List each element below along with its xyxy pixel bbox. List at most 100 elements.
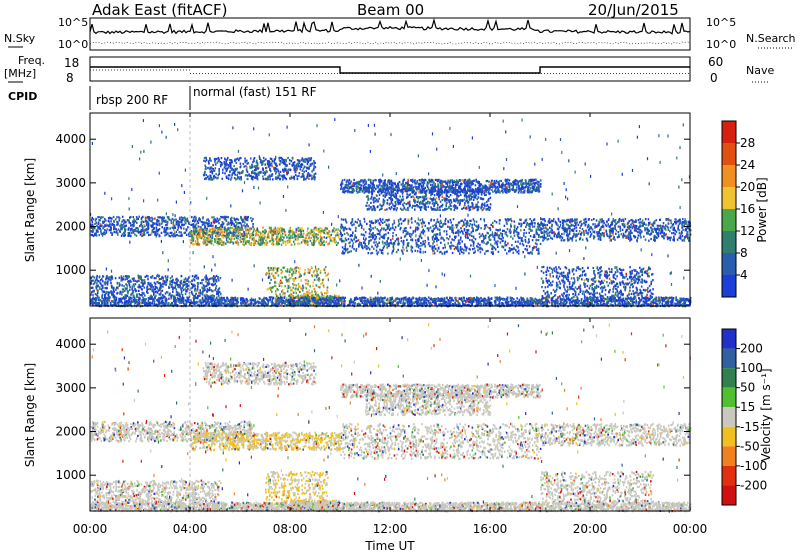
heatmap-cell	[203, 156, 206, 160]
heatmap-cell	[461, 247, 463, 250]
heatmap-cell	[476, 191, 478, 194]
heatmap-cell	[149, 285, 152, 288]
heatmap-cell	[243, 231, 245, 234]
heatmap-cell	[435, 236, 438, 239]
heatmap-cell	[301, 163, 303, 166]
heatmap-cell	[388, 228, 391, 231]
heatmap-cell	[132, 278, 135, 281]
heatmap-cell	[373, 205, 375, 208]
heatmap-cell	[125, 275, 127, 278]
heatmap-cell	[326, 235, 329, 238]
heatmap-cell	[236, 157, 239, 160]
heatmap-cell	[288, 159, 291, 162]
heatmap-cell	[285, 158, 287, 161]
heatmap-cell	[449, 235, 451, 238]
heatmap-cell	[450, 199, 452, 202]
heatmap-cell	[121, 224, 123, 227]
heatmap-cell	[194, 242, 196, 245]
heatmap-cell	[292, 291, 295, 294]
heatmap-cell	[216, 217, 219, 220]
heatmap-cell	[397, 237, 399, 240]
heatmap-cell	[359, 223, 362, 226]
heatmap-cell	[222, 242, 225, 245]
heatmap-cell	[165, 220, 167, 223]
heatmap-cell	[136, 280, 138, 283]
heatmap-cell	[252, 175, 255, 178]
heatmap-cell	[378, 241, 380, 244]
heatmap-cell	[480, 227, 482, 230]
heatmap-cell	[468, 209, 471, 212]
heatmap-cell	[152, 290, 155, 293]
heatmap-cell	[457, 249, 459, 252]
heatmap-cell	[402, 219, 405, 223]
heatmap-cell	[100, 284, 103, 287]
heatmap-cell	[419, 235, 422, 238]
heatmap-cell	[274, 281, 277, 284]
heatmap-cell	[174, 286, 177, 289]
heatmap-cell	[281, 239, 284, 242]
heatmap-cell	[342, 227, 345, 230]
heatmap-cell	[295, 230, 297, 233]
heatmap-cell	[117, 233, 119, 236]
heatmap-cell	[181, 293, 184, 296]
heatmap-cell	[97, 226, 100, 229]
heatmap-cell	[304, 160, 306, 163]
heatmap-cell	[510, 235, 512, 238]
heatmap-cell	[162, 294, 164, 297]
heatmap-cell	[483, 238, 485, 241]
heatmap-cell	[149, 295, 151, 298]
heatmap-cell	[235, 231, 237, 234]
heatmap-cell	[471, 223, 473, 226]
heatmap-cell	[191, 235, 193, 238]
heatmap-cell	[484, 224, 486, 227]
heatmap-cell	[277, 235, 279, 238]
heatmap-cell	[440, 221, 442, 224]
heatmap-cell	[116, 216, 118, 219]
heatmap-cell	[267, 175, 269, 179]
heatmap-cell	[326, 227, 329, 230]
heatmap-cell	[428, 227, 430, 230]
heatmap-cell	[180, 234, 183, 237]
heatmap-cell	[288, 232, 291, 235]
heatmap-cell	[467, 179, 470, 182]
heatmap-cell	[115, 231, 117, 234]
heatmap-cell	[485, 234, 487, 237]
heatmap-cell	[535, 188, 537, 191]
heatmap-cell	[419, 196, 421, 199]
heatmap-cell	[445, 198, 448, 202]
heatmap-cell	[184, 231, 187, 234]
heatmap-cell	[480, 193, 483, 196]
heatmap-cell	[481, 248, 484, 251]
heatmap-cell	[108, 224, 110, 227]
heatmap-cell	[259, 161, 262, 164]
heatmap-cell	[319, 227, 322, 230]
heatmap-cell	[244, 221, 246, 224]
heatmap-cell	[485, 193, 487, 197]
heatmap-cell	[450, 228, 453, 231]
heatmap-cell	[487, 249, 489, 253]
heatmap-cell	[124, 294, 126, 297]
heatmap-cell	[191, 232, 194, 235]
heatmap-cell	[539, 236, 542, 239]
heatmap-cell	[304, 279, 307, 282]
heatmap-cell	[468, 198, 471, 201]
heatmap-cell	[414, 205, 416, 208]
heatmap-cell	[240, 171, 243, 174]
heatmap-cell	[140, 287, 143, 290]
heatmap-cell	[432, 198, 435, 201]
heatmap-cell	[254, 168, 256, 172]
heatmap-cell	[289, 292, 292, 295]
heatmap-cell	[236, 230, 239, 233]
heatmap-cell	[167, 217, 170, 220]
heatmap-cell	[181, 286, 184, 289]
heatmap-cell	[312, 243, 315, 247]
heatmap-cell	[313, 287, 316, 291]
heatmap-cell	[405, 208, 407, 211]
heatmap-cell	[128, 296, 130, 299]
heatmap-cell	[130, 232, 133, 235]
heatmap-cell	[431, 246, 434, 249]
heatmap-cell	[487, 241, 489, 244]
heatmap-cell	[451, 251, 454, 255]
heatmap-cell	[208, 289, 210, 292]
heatmap-cell	[265, 170, 268, 173]
